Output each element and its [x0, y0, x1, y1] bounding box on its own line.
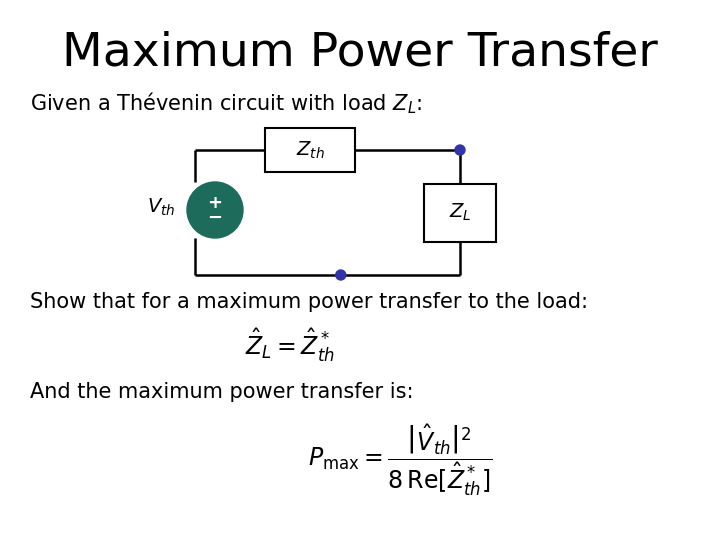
Text: $Z_L$: $Z_L$: [449, 202, 472, 223]
Circle shape: [455, 145, 465, 155]
Text: Given a Thévenin circuit with load $Z_L$:: Given a Thévenin circuit with load $Z_L$…: [30, 90, 423, 116]
Text: Show that for a maximum power transfer to the load:: Show that for a maximum power transfer t…: [30, 292, 588, 312]
Circle shape: [336, 270, 346, 280]
Circle shape: [187, 182, 243, 238]
Bar: [424, 184, 496, 241]
Text: +: +: [207, 194, 222, 212]
Text: And the maximum power transfer is:: And the maximum power transfer is:: [30, 382, 413, 402]
Text: $Z_{th}$: $Z_{th}$: [296, 139, 325, 160]
Text: $P_{\mathrm{max}} = \dfrac{\left|\hat{V}_{th}\right|^2}{8\,\mathrm{Re}[\hat{Z}_{: $P_{\mathrm{max}} = \dfrac{\left|\hat{V}…: [308, 422, 492, 498]
Text: $\hat{Z}_L = \hat{Z}_{th}^*$: $\hat{Z}_L = \hat{Z}_{th}^*$: [245, 326, 335, 364]
Bar: [265, 128, 355, 172]
Text: −: −: [207, 209, 222, 227]
Text: $V_{th}$: $V_{th}$: [147, 197, 175, 218]
Text: Maximum Power Transfer: Maximum Power Transfer: [62, 30, 658, 75]
